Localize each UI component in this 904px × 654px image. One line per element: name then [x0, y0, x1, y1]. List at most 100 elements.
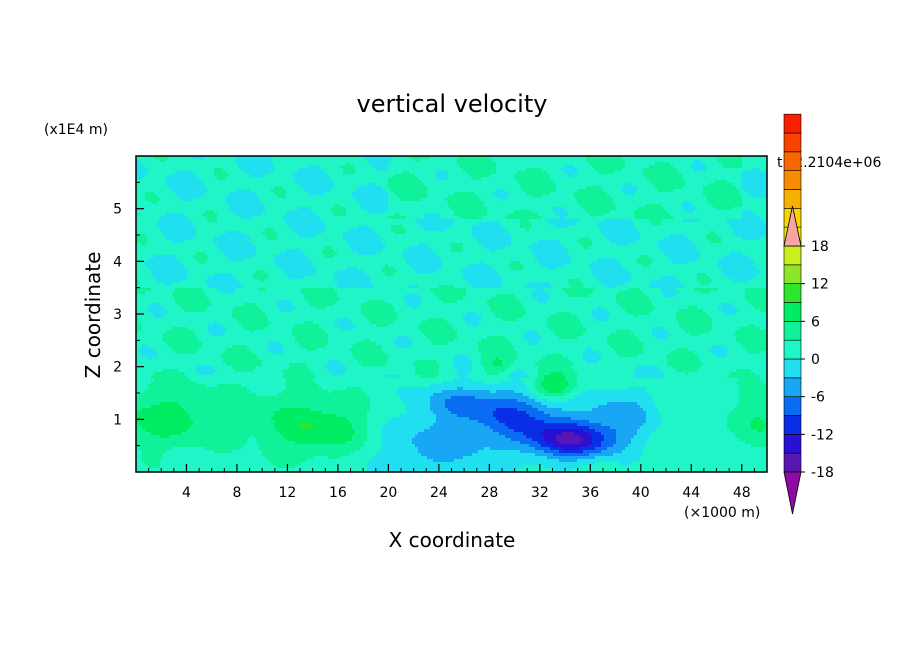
contour-cell	[577, 180, 581, 184]
contour-cell	[592, 156, 596, 160]
contour-cell	[541, 189, 545, 193]
contour-cell	[490, 171, 494, 175]
contour-cell	[604, 192, 608, 196]
contour-cell	[304, 225, 308, 229]
contour-cell	[637, 168, 641, 172]
contour-cell	[457, 183, 461, 187]
contour-cell	[274, 177, 278, 181]
contour-cell	[172, 174, 176, 178]
contour-cell	[460, 189, 464, 193]
contour-cell	[376, 177, 380, 181]
contour-cell	[406, 198, 410, 202]
contour-cell	[523, 213, 527, 217]
contour-cell	[529, 156, 533, 160]
contour-cell	[325, 201, 329, 205]
contour-cell	[211, 198, 215, 202]
contour-cell	[613, 192, 617, 196]
contour-cell	[628, 159, 632, 163]
contour-cell	[682, 207, 686, 211]
contour-cell	[454, 213, 458, 217]
contour-cell	[226, 156, 230, 160]
contour-cell	[376, 180, 380, 184]
contour-cell	[742, 198, 746, 202]
contour-cell	[184, 186, 188, 190]
contour-cell	[739, 204, 743, 208]
contour-cell	[382, 186, 386, 190]
contour-cell	[448, 225, 452, 229]
contour-cell	[730, 195, 734, 199]
contour-cell	[388, 225, 392, 229]
contour-cell	[181, 192, 185, 196]
contour-cell	[184, 216, 188, 220]
contour-cell	[451, 207, 455, 211]
contour-cell	[370, 198, 374, 202]
contour-cell	[382, 222, 386, 226]
contour-cell	[349, 180, 353, 184]
contour-cell	[355, 207, 359, 211]
contour-cell	[298, 183, 302, 187]
contour-cell	[715, 171, 719, 175]
contour-cell	[562, 192, 566, 196]
contour-cell	[358, 183, 362, 187]
contour-cell	[343, 201, 347, 205]
contour-cell	[277, 177, 281, 181]
contour-cell	[379, 162, 383, 166]
contour-cell	[739, 201, 743, 205]
contour-cell	[763, 192, 767, 196]
contour-cell	[340, 189, 344, 193]
contour-cell	[598, 171, 602, 175]
contour-cell	[184, 225, 188, 229]
contour-cell	[754, 162, 758, 166]
contour-cell	[667, 207, 671, 211]
contour-cell	[529, 216, 533, 220]
contour-cell	[361, 222, 365, 226]
contour-cell	[160, 171, 164, 175]
contour-cell	[559, 222, 563, 226]
contour-cell	[247, 174, 251, 178]
contour-cell	[184, 201, 188, 205]
contour-cell	[277, 162, 281, 166]
contour-cell	[727, 177, 731, 181]
contour-cell	[721, 201, 725, 205]
contour-cell	[661, 204, 665, 208]
contour-cell	[664, 195, 668, 199]
contour-cell	[166, 162, 170, 166]
contour-cell	[574, 201, 578, 205]
contour-cell	[559, 177, 563, 181]
contour-cell	[367, 195, 371, 199]
contour-cell	[373, 225, 377, 229]
contour-cell	[292, 198, 296, 202]
contour-cell	[700, 183, 704, 187]
contour-cell	[727, 222, 731, 226]
contour-cell	[469, 192, 473, 196]
contour-cell	[475, 213, 479, 217]
contour-cell	[166, 189, 170, 193]
contour-cell	[577, 219, 581, 223]
contour-cell	[514, 213, 518, 217]
contour-cell	[466, 204, 470, 208]
contour-cell	[559, 204, 563, 208]
contour-cell	[376, 225, 380, 229]
contour-cell	[259, 174, 263, 178]
contour-cell	[394, 219, 398, 223]
contour-cell	[424, 192, 428, 196]
contour-cell	[220, 216, 224, 220]
contour-cell	[226, 183, 230, 187]
contour-cell	[433, 165, 437, 169]
contour-cell	[232, 162, 236, 166]
contour-cell	[496, 204, 500, 208]
contour-cell	[649, 192, 653, 196]
contour-cell	[613, 171, 617, 175]
contour-cell	[223, 156, 227, 160]
contour-cell	[721, 165, 725, 169]
contour-cell	[685, 219, 689, 223]
contour-cell	[664, 174, 668, 178]
contour-cell	[157, 159, 161, 163]
contour-cell	[337, 195, 341, 199]
contour-cell	[502, 165, 506, 169]
contour-cell	[415, 183, 419, 187]
contour-cell	[499, 189, 503, 193]
contour-cell	[229, 201, 233, 205]
contour-cell	[637, 204, 641, 208]
contour-cell	[601, 180, 605, 184]
